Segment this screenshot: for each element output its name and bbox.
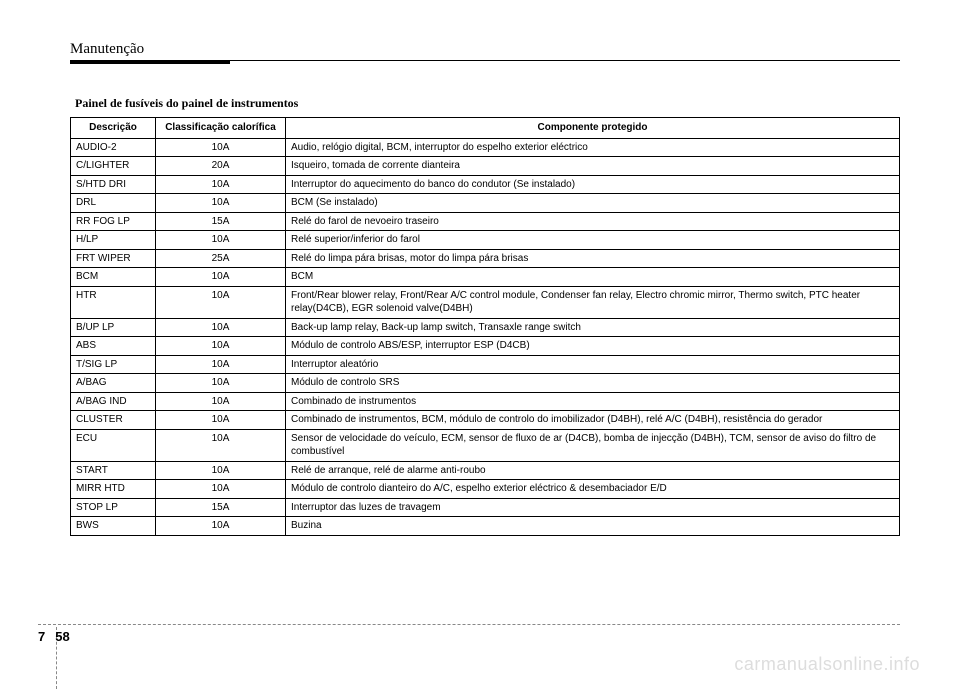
- cell-component: BCM: [286, 268, 900, 287]
- cell-description: RR FOG LP: [71, 212, 156, 231]
- cell-rating: 10A: [156, 231, 286, 250]
- page-header: Manutenção: [70, 40, 900, 61]
- cell-description: B/UP LP: [71, 318, 156, 337]
- table-row: B/UP LP10ABack-up lamp relay, Back-up la…: [71, 318, 900, 337]
- table-row: BWS10ABuzina: [71, 517, 900, 536]
- cell-component: Relé superior/inferior do farol: [286, 231, 900, 250]
- table-row: T/SIG LP10AInterruptor aleatório: [71, 355, 900, 374]
- cell-component: Front/Rear blower relay, Front/Rear A/C …: [286, 286, 900, 318]
- cell-description: S/HTD DRI: [71, 175, 156, 194]
- cell-component: Relé de arranque, relé de alarme anti-ro…: [286, 461, 900, 480]
- cell-rating: 20A: [156, 157, 286, 176]
- cell-rating: 10A: [156, 175, 286, 194]
- table-row: HTR10AFront/Rear blower relay, Front/Rea…: [71, 286, 900, 318]
- cell-component: Combinado de instrumentos: [286, 392, 900, 411]
- cell-component: Combinado de instrumentos, BCM, módulo d…: [286, 411, 900, 430]
- table-row: ECU10ASensor de velocidade do veículo, E…: [71, 429, 900, 461]
- cell-rating: 10A: [156, 517, 286, 536]
- cell-rating: 15A: [156, 212, 286, 231]
- table-row: AUDIO-210AAudio, relógio digital, BCM, i…: [71, 138, 900, 157]
- table-row: H/LP10ARelé superior/inferior do farol: [71, 231, 900, 250]
- table-header-row: Descrição Classificação calorífica Compo…: [71, 118, 900, 139]
- cell-rating: 15A: [156, 498, 286, 517]
- table-row: STOP LP15AInterruptor das luzes de trava…: [71, 498, 900, 517]
- table-row: DRL10ABCM (Se instalado): [71, 194, 900, 213]
- watermark-text: carmanualsonline.info: [734, 654, 920, 675]
- cell-rating: 10A: [156, 318, 286, 337]
- cell-component: Módulo de controlo ABS/ESP, interruptor …: [286, 337, 900, 356]
- cell-component: Módulo de controlo dianteiro do A/C, esp…: [286, 480, 900, 499]
- table-row: A/BAG10AMódulo de controlo SRS: [71, 374, 900, 393]
- table-row: FRT WIPER25ARelé do limpa pára brisas, m…: [71, 249, 900, 268]
- cell-component: Interruptor do aquecimento do banco do c…: [286, 175, 900, 194]
- cell-component: Relé do farol de nevoeiro traseiro: [286, 212, 900, 231]
- cell-component: Módulo de controlo SRS: [286, 374, 900, 393]
- cell-component: Buzina: [286, 517, 900, 536]
- cell-rating: 10A: [156, 392, 286, 411]
- table-row: RR FOG LP15ARelé do farol de nevoeiro tr…: [71, 212, 900, 231]
- fuse-table: Descrição Classificação calorífica Compo…: [70, 117, 900, 536]
- col-header-description: Descrição: [71, 118, 156, 139]
- cell-component: Relé do limpa pára brisas, motor do limp…: [286, 249, 900, 268]
- cell-rating: 10A: [156, 480, 286, 499]
- cell-rating: 10A: [156, 429, 286, 461]
- cell-component: Interruptor aleatório: [286, 355, 900, 374]
- cell-rating: 10A: [156, 355, 286, 374]
- table-row: BCM10ABCM: [71, 268, 900, 287]
- cell-rating: 10A: [156, 337, 286, 356]
- cell-rating: 10A: [156, 374, 286, 393]
- cell-rating: 10A: [156, 461, 286, 480]
- header-title: Manutenção: [70, 41, 144, 57]
- table-row: S/HTD DRI10AInterruptor do aquecimento d…: [71, 175, 900, 194]
- footer-page-number: 58: [55, 629, 69, 644]
- cell-description: A/BAG: [71, 374, 156, 393]
- table-row: ABS10AMódulo de controlo ABS/ESP, interr…: [71, 337, 900, 356]
- cell-description: CLUSTER: [71, 411, 156, 430]
- table-row: C/LIGHTER20AIsqueiro, tomada de corrente…: [71, 157, 900, 176]
- cell-description: START: [71, 461, 156, 480]
- cell-description: MIRR HTD: [71, 480, 156, 499]
- cell-component: Audio, relógio digital, BCM, interruptor…: [286, 138, 900, 157]
- cell-rating: 10A: [156, 138, 286, 157]
- footer-section-number: 7: [38, 629, 45, 644]
- cell-description: STOP LP: [71, 498, 156, 517]
- cell-component: Sensor de velocidade do veículo, ECM, se…: [286, 429, 900, 461]
- cell-rating: 10A: [156, 286, 286, 318]
- cell-description: C/LIGHTER: [71, 157, 156, 176]
- cell-component: BCM (Se instalado): [286, 194, 900, 213]
- cell-component: Back-up lamp relay, Back-up lamp switch,…: [286, 318, 900, 337]
- cell-description: DRL: [71, 194, 156, 213]
- cell-rating: 25A: [156, 249, 286, 268]
- cell-description: A/BAG IND: [71, 392, 156, 411]
- cell-description: ABS: [71, 337, 156, 356]
- col-header-component: Componente protegido: [286, 118, 900, 139]
- cell-rating: 10A: [156, 194, 286, 213]
- table-title: Painel de fusíveis do painel de instrume…: [75, 96, 900, 111]
- cell-description: T/SIG LP: [71, 355, 156, 374]
- table-row: MIRR HTD10AMódulo de controlo dianteiro …: [71, 480, 900, 499]
- table-row: START10ARelé de arranque, relé de alarme…: [71, 461, 900, 480]
- cell-description: BCM: [71, 268, 156, 287]
- cell-rating: 10A: [156, 268, 286, 287]
- col-header-rating: Classificação calorífica: [156, 118, 286, 139]
- header-underline: [70, 61, 230, 64]
- page-footer: 7 58: [38, 629, 70, 644]
- table-row: A/BAG IND10ACombinado de instrumentos: [71, 392, 900, 411]
- cell-component: Isqueiro, tomada de corrente dianteira: [286, 157, 900, 176]
- cell-rating: 10A: [156, 411, 286, 430]
- cell-component: Interruptor das luzes de travagem: [286, 498, 900, 517]
- cell-description: HTR: [71, 286, 156, 318]
- cell-description: FRT WIPER: [71, 249, 156, 268]
- footer-dash-line: [38, 624, 900, 625]
- cell-description: ECU: [71, 429, 156, 461]
- cell-description: AUDIO-2: [71, 138, 156, 157]
- cell-description: H/LP: [71, 231, 156, 250]
- table-row: CLUSTER10ACombinado de instrumentos, BCM…: [71, 411, 900, 430]
- cell-description: BWS: [71, 517, 156, 536]
